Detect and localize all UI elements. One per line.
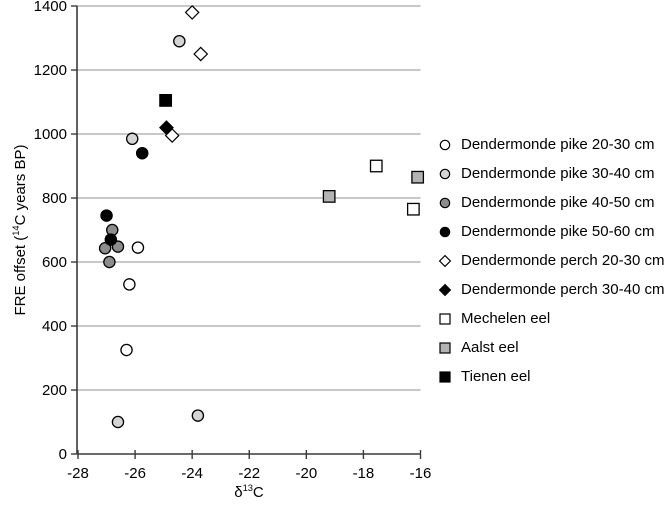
square-marker-icon: [439, 312, 451, 325]
y-tick-label-600: 600: [42, 254, 67, 271]
data-point-series1-2-circle: [111, 415, 125, 429]
data-point-series1-0-circle: [173, 34, 186, 48]
x-tick-label--26: -26: [124, 465, 146, 482]
y-tick-label-800: 800: [42, 190, 67, 207]
legend-label: Dendermonde perch 20-30 cm: [461, 252, 665, 269]
x-axis-title-prefix: δ: [234, 484, 243, 501]
circle-marker-icon: [439, 226, 451, 237]
legend-label: Dendermonde pike 50-60 cm: [461, 223, 655, 240]
data-point-series0-2-circle: [120, 343, 133, 357]
legend-label: Tienen eel: [461, 368, 531, 385]
data-point-series1-3-circle: [191, 409, 205, 422]
legend-item-8: Tienen eel: [438, 362, 664, 391]
square-marker-icon: [439, 370, 451, 383]
data-point-series6-0-square: [369, 159, 383, 173]
x-tick-label--28: -28: [67, 465, 89, 482]
legend-item-5: Dendermonde perch 30-40 cm: [438, 275, 664, 304]
legend-item-4: Dendermonde perch 20-30 cm: [438, 246, 664, 275]
data-point-series3-0-circle: [100, 209, 113, 222]
legend-item-2: Dendermonde pike 40-50 cm: [438, 188, 664, 217]
y-tick-label-1200: 1200: [34, 62, 67, 79]
legend: Dendermonde pike 20-30 cm Dendermonde pik…: [438, 130, 664, 391]
y-tick-label-400: 400: [42, 318, 67, 335]
square-marker-icon: [439, 341, 451, 354]
circle-marker-icon: [439, 197, 451, 208]
x-axis-title: δ13C: [78, 483, 420, 501]
x-tick-label--20: -20: [295, 465, 317, 482]
x-tick-label--16: -16: [410, 465, 432, 482]
circle-marker-icon: [439, 139, 451, 150]
data-point-series4-1-diamond: [193, 46, 209, 62]
data-point-series2-3-circle: [103, 255, 116, 269]
data-point-series7-0-square: [322, 189, 336, 203]
data-point-series3-1-circle: [104, 233, 118, 246]
data-point-series5-0-diamond: [159, 120, 174, 136]
legend-marker-shape: [438, 254, 452, 267]
x-axis-title-superscript: 13: [242, 483, 253, 493]
legend-item-0: Dendermonde pike 20-30 cm: [438, 130, 664, 159]
y-tick-label-0: 0: [59, 446, 67, 463]
x-tick-label--22: -22: [238, 465, 260, 482]
data-point-series1-1-circle: [125, 132, 139, 146]
data-point-series3-2-circle: [135, 146, 149, 160]
diamond-marker-icon: [438, 283, 452, 296]
legend-label: Aalst eel: [461, 339, 519, 356]
circle-marker-icon: [439, 168, 451, 179]
legend-item-7: Aalst eel: [438, 333, 664, 362]
y-tick-label-1400: 1400: [34, 0, 67, 15]
data-point-series6-1-square: [406, 202, 420, 216]
legend-label: Dendermonde pike 40-50 cm: [461, 194, 655, 211]
y-axis-title-prefix: FRE offset (: [12, 235, 29, 316]
legend-item-1: Dendermonde pike 30-40 cm: [438, 159, 664, 188]
legend-label: Dendermonde pike 30-40 cm: [461, 165, 655, 182]
y-axis-title: FRE offset (14C years BP): [11, 114, 29, 346]
data-point-series7-1-square: [411, 170, 425, 184]
legend-marker-shape: [438, 283, 452, 296]
x-tick-label--18: -18: [353, 465, 375, 482]
legend-marker-shape: [439, 312, 451, 325]
data-point-series0-0-circle: [131, 241, 145, 254]
x-tick-label--24: -24: [181, 465, 203, 482]
x-axis-title-suffix: C: [252, 484, 264, 501]
legend-item-3: Dendermonde pike 50-60 cm: [438, 217, 664, 246]
data-point-series2-2-circle: [98, 241, 112, 255]
legend-marker-shape: [439, 139, 451, 150]
data-point-series4-0-diamond: [184, 4, 200, 20]
y-tick-label-1000: 1000: [34, 126, 67, 143]
legend-marker-shape: [439, 197, 451, 208]
legend-label: Mechelen eel: [461, 310, 551, 327]
legend-item-6: Mechelen eel: [438, 304, 664, 333]
legend-label: Dendermonde pike 20-30 cm: [461, 136, 655, 153]
y-axis-title-superscript: 14: [11, 225, 21, 236]
legend-marker-shape: [439, 341, 451, 354]
data-point-series8-0-square: [159, 94, 173, 107]
data-point-series0-1-circle: [123, 278, 136, 291]
y-axis-title-suffix: C years BP): [12, 144, 29, 226]
legend-marker-shape: [439, 370, 451, 383]
legend-marker-shape: [439, 226, 451, 237]
legend-label: Dendermonde perch 30-40 cm: [461, 281, 665, 298]
legend-marker-shape: [439, 168, 451, 179]
diamond-marker-icon: [438, 254, 452, 267]
y-tick-label-200: 200: [42, 382, 67, 399]
